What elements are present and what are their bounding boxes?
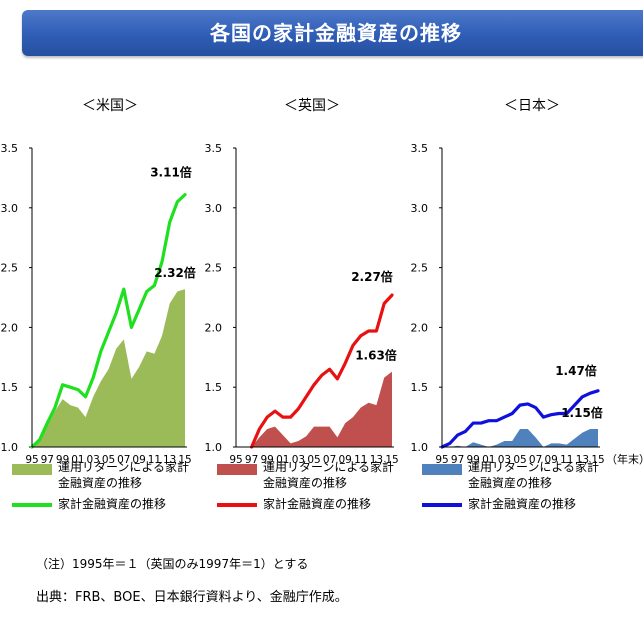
x-tick-label-uk-0: 95	[229, 454, 242, 466]
y-tick-label-jp-0: 1.0	[411, 441, 429, 454]
y-tick-label-us-2: 2.0	[1, 321, 19, 334]
area-series-us	[32, 289, 185, 447]
y-tick-label-us-0: 1.0	[1, 441, 19, 454]
y-tick-label-us-4: 3.0	[1, 202, 19, 215]
y-tick-label-us-3: 2.5	[1, 262, 19, 275]
y-tick-label-us-1: 1.5	[1, 381, 19, 394]
x-tick-label-jp-8: 11	[560, 454, 573, 466]
legend-area-label-us-1: 運用リターンによる家計	[58, 460, 190, 474]
legend-area-label-uk-1: 運用リターンによる家計	[263, 460, 395, 474]
annotation-line-end-us: 3.11倍	[150, 165, 192, 180]
x-tick-label-uk-3: 01	[276, 454, 289, 466]
x-tick-label-us-9: 13	[163, 454, 176, 466]
annotation-line-end-jp: 1.47倍	[555, 363, 597, 378]
x-tick-label-uk-4: 03	[292, 454, 305, 466]
legend-area-swatch-us	[12, 464, 52, 475]
line-series-jp	[440, 389, 600, 449]
legend-line-swatch-jp	[422, 503, 462, 507]
x-tick-label-uk-8: 11	[354, 454, 367, 466]
line-series-uk	[250, 293, 394, 449]
y-tick-label-uk-4: 3.0	[205, 202, 223, 215]
x-tick-label-jp-4: 03	[498, 454, 511, 466]
y-tick-label-uk-3: 2.5	[205, 262, 223, 275]
y-tick-label-jp-3: 2.5	[411, 262, 429, 275]
legend-area-label-us-2: 金融資産の推移	[58, 476, 143, 490]
x-tick-label-jp-3: 01	[482, 454, 495, 466]
x-tick-label-uk-5: 05	[307, 454, 320, 466]
legend-area-swatch-uk	[217, 464, 257, 475]
legend-area-label-jp-1: 運用リターンによる家計	[468, 460, 600, 474]
title-banner: 各国の家計金融資産の推移	[22, 10, 643, 56]
page-title: 各国の家計金融資産の推移	[210, 21, 462, 45]
x-tick-label-jp-7: 09	[545, 454, 558, 466]
legend-us: 運用リターンによる家計 金融資産の推移 家計金融資産の推移	[12, 460, 212, 540]
legend-area-label-jp-2: 金融資産の推移	[468, 476, 553, 490]
annotation-area-end-us: 2.32倍	[154, 265, 196, 280]
line-series-us	[30, 193, 187, 449]
area-series-uk	[251, 371, 392, 447]
x-tick-label-us-6: 07	[117, 454, 130, 466]
x-tick-label-us-4: 03	[87, 454, 100, 466]
y-tick-label-uk-1: 1.5	[205, 381, 223, 394]
charts-area: ＜米国＞1.01.52.02.53.03.595 97 99 01 03 05 07 09 11…	[1, 97, 643, 466]
x-tick-label-us-10: 15	[178, 454, 191, 466]
y-tick-label-jp-5: 3.5	[411, 142, 429, 155]
x-tick-label-uk-2: 99	[261, 454, 274, 466]
chart-title-us: ＜米国＞	[82, 98, 138, 114]
legend-line-label-uk: 家計金融資産の推移	[263, 497, 372, 511]
x-tick-label-uk-9: 13	[370, 454, 383, 466]
x-unit-label-jp: （年末）	[606, 452, 643, 466]
x-tick-label-us-3: 01	[71, 454, 84, 466]
y-tick-label-uk-0: 1.0	[205, 441, 223, 454]
y-tick-label-jp-4: 3.0	[411, 202, 429, 215]
chart-title-uk: ＜英国＞	[284, 97, 340, 114]
x-tick-label-us-2: 99	[56, 454, 69, 466]
legend-line-label-us: 家計金融資産の推移	[58, 497, 167, 511]
y-tick-label-jp-1: 1.5	[411, 381, 429, 394]
area-series-jp	[442, 429, 598, 447]
x-tick-label-jp-10: 15	[591, 454, 604, 466]
x-tick-label-jp-9: 13	[576, 454, 589, 466]
annotation-area-end-jp: 1.15倍	[561, 405, 603, 420]
x-tick-label-us-5: 05	[102, 454, 115, 466]
x-tick-label-uk-10: 15	[385, 454, 398, 466]
x-tick-label-us-7: 09	[132, 454, 145, 466]
annotation-area-end-uk: 1.63倍	[355, 348, 397, 363]
x-tick-label-jp-2: 99	[467, 454, 480, 466]
source-note: 出典：FRB、BOE、日本銀行資料より、金融庁作成。	[36, 590, 348, 605]
legend-jp: 運用リターンによる家計 金融資産の推移 家計金融資産の推移	[422, 460, 632, 540]
y-tick-label-uk-2: 2.0	[205, 321, 223, 334]
annotation-line-end-uk: 2.27倍	[351, 269, 393, 284]
x-tick-label-us-0: 95	[25, 454, 38, 466]
y-tick-label-uk-5: 3.5	[205, 142, 223, 155]
x-tick-label-us-8: 11	[148, 454, 161, 466]
legend-line-swatch-uk	[217, 503, 257, 507]
legend-line-swatch-us	[12, 503, 52, 507]
footnote: （注）1995年＝１（英国のみ1997年＝1）とする	[36, 557, 309, 571]
chart-title-jp: ＜日本＞	[504, 98, 560, 114]
legend-uk: 運用リターンによる家計 金融資産の推移 家計金融資産の推移	[217, 460, 417, 540]
x-tick-label-jp-5: 05	[513, 454, 526, 466]
legend-area-swatch-jp	[422, 464, 462, 475]
x-tick-label-uk-6: 07	[323, 454, 336, 466]
legend-line-label-jp: 家計金融資産の推移	[468, 497, 577, 511]
x-tick-label-jp-6: 07	[529, 454, 542, 466]
legend-area-label-uk-2: 金融資産の推移	[263, 476, 348, 490]
x-tick-label-uk-7: 09	[339, 454, 352, 466]
x-tick-label-us-1: 97	[41, 454, 54, 466]
x-tick-label-jp-0: 95	[435, 454, 448, 466]
y-tick-label-us-5: 3.5	[1, 142, 19, 155]
x-tick-label-jp-1: 97	[451, 454, 464, 466]
x-tick-label-uk-1: 97	[245, 454, 258, 466]
y-tick-label-jp-2: 2.0	[411, 321, 429, 334]
